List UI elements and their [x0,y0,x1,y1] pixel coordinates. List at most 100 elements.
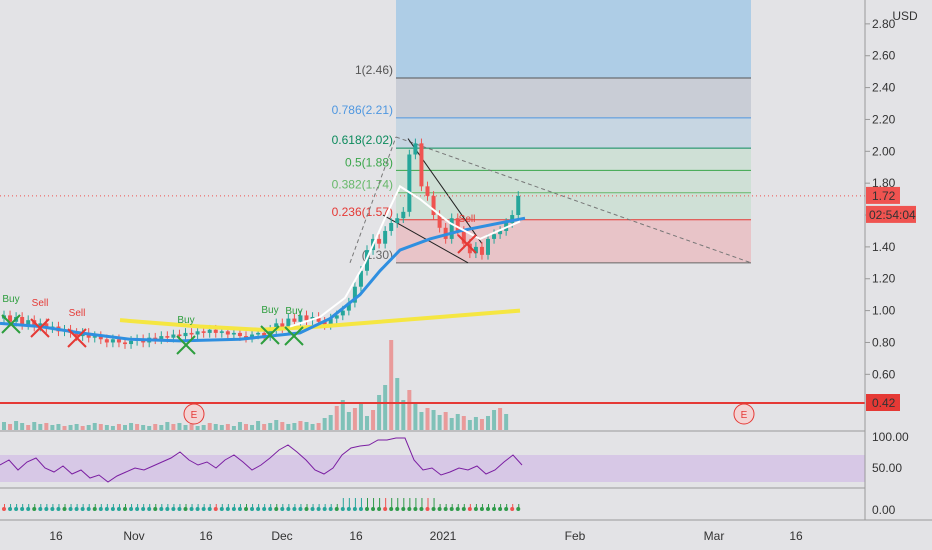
oscillator-dot [129,507,134,511]
oscillator-dot [274,507,279,511]
oscillator-dot [492,507,497,511]
trend-line-dashed [349,136,397,263]
volume-bar [274,420,279,430]
oscillator-bar [161,504,163,508]
oscillator-dot [334,507,339,511]
oscillator-bar [360,498,362,508]
volume-bar [74,424,79,430]
candle-body [286,318,291,329]
oscillator-dot [213,507,218,511]
volume-bar [498,408,503,430]
oscillator-dot [316,507,321,511]
volume-bar [443,412,448,430]
oscillator-dot [389,507,394,511]
rsi-line [0,437,523,483]
candle-body [346,302,351,311]
oscillator-bar [463,504,465,508]
oscillator-dot [504,507,509,511]
oscillator-bar [258,504,260,508]
signal-label: Sell [459,214,476,225]
oscillator-bar [397,498,399,508]
oscillator-bar [221,504,223,508]
candle-body [92,336,97,338]
oscillator-dot [473,507,478,511]
oscillator-dot [20,507,25,511]
fibonacci-retracement[interactable]: 1(2.46) 0.786(2.21) 0.618(2.02) 0.5(1.88) 0.… [0,0,865,264]
candle-body [244,336,248,338]
oscillator-dot [80,507,85,511]
volume-bar [407,390,412,430]
volume-bar [231,426,236,430]
currency-label: USD [892,9,918,23]
signal-label: Buy [261,305,278,316]
oscillator-tick-label: 0.00 [872,503,896,517]
oscillator-bar [46,504,48,508]
oscillator-bar [288,504,290,508]
oscillator-dot [116,507,121,511]
earnings-marker-label: E [741,410,748,421]
candle-body [110,339,115,343]
oscillator-bar [191,504,193,508]
candle-body [225,331,230,335]
candle-body [407,154,412,212]
time-tick-label: Feb [565,529,586,543]
oscillator-dot [141,507,146,511]
time-tick-label: Mar [704,529,725,543]
volume-bar [419,412,424,430]
volume-bar [280,422,285,430]
volume-bar [244,424,248,430]
oscillator-dot [431,507,436,511]
volume-bar [237,422,242,430]
candle-body [461,230,466,244]
oscillator-bar [330,504,332,508]
volume-bar [44,423,49,430]
candle-body [256,332,261,335]
volume-bar [401,400,406,430]
volume-bar [425,408,430,430]
volume-bar [256,421,261,430]
time-tick-label: 2021 [430,529,457,543]
volume-bar [14,421,19,430]
oscillator-dot [498,507,503,511]
oscillator-bar [252,504,254,508]
oscillator-dot [189,507,194,511]
rsi-tick-label: 50.00 [872,461,902,475]
oscillator-dot [262,507,267,511]
volume-bar [473,417,478,430]
oscillator-bar [76,504,78,508]
oscillator-dot [50,507,55,511]
candle-body [298,315,303,322]
candle-body [159,336,164,340]
oscillator-bar [173,504,175,508]
signal-cross [260,325,280,345]
candle-body [129,340,134,345]
candle-body [479,246,484,255]
candle-body [274,323,279,330]
volume-bar [346,412,351,430]
volume-bar [38,424,43,430]
oscillator-dot [104,507,109,511]
candle-body [38,323,43,327]
volume-bar [171,424,176,430]
volume-bar [56,424,61,430]
time-tick-label: 16 [789,529,803,543]
volume-bar [189,424,194,430]
oscillator-bar [494,504,496,508]
volume-bar [340,400,345,430]
volume-bar [268,423,273,430]
signal-label: Buy [285,306,302,317]
oscillator-dot [413,507,418,511]
candle-body [334,315,339,319]
candle-body [437,215,442,228]
oscillator-dot [92,507,97,511]
oscillator-bar [100,504,102,508]
oscillator-bar [82,504,84,508]
oscillator-dot [2,507,6,511]
oscillator-bar [70,504,72,508]
fib-zone-fill [396,117,751,149]
oscillator-bar [379,498,381,508]
candle-body [219,331,224,333]
oscillator-dot [280,507,285,511]
